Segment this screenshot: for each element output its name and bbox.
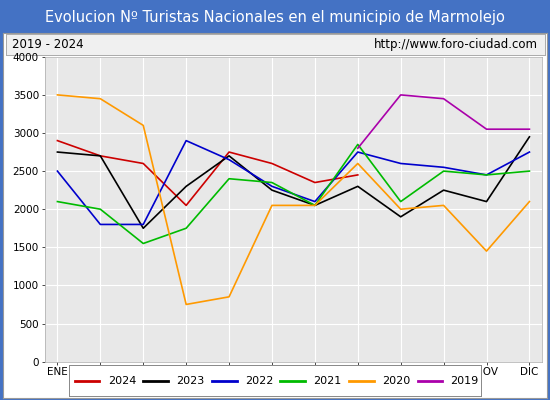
Text: 2023: 2023 xyxy=(176,376,205,386)
Text: 2020: 2020 xyxy=(382,376,410,386)
Text: Evolucion Nº Turistas Nacionales en el municipio de Marmolejo: Evolucion Nº Turistas Nacionales en el m… xyxy=(45,10,505,25)
Text: 2024: 2024 xyxy=(108,376,136,386)
Text: 2022: 2022 xyxy=(245,376,273,386)
Text: 2021: 2021 xyxy=(314,376,342,386)
Text: 2019: 2019 xyxy=(450,376,479,386)
Text: http://www.foro-ciudad.com: http://www.foro-ciudad.com xyxy=(374,38,538,51)
Text: 2019 - 2024: 2019 - 2024 xyxy=(12,38,84,51)
